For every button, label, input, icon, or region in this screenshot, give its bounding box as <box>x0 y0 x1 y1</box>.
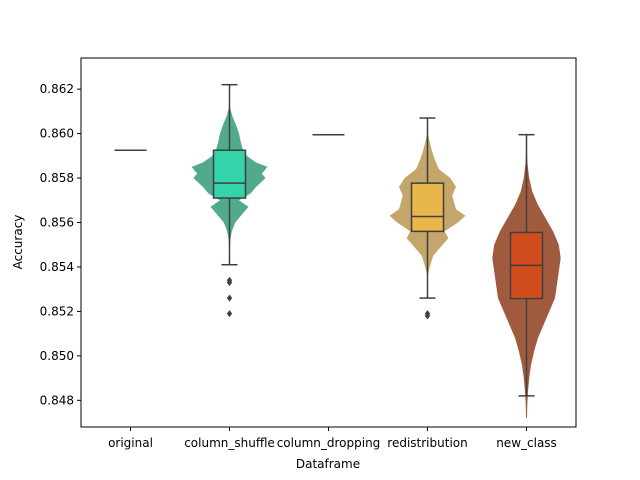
x-tick-label: original <box>108 436 153 450</box>
y-axis: 0.848 0.850 0.852 0.854 0.856 0.858 0.860 0.862 <box>40 82 81 407</box>
series-column_shuffle <box>191 83 268 318</box>
plot-area <box>114 83 561 419</box>
y-tick-label: 0.850 <box>40 349 74 363</box>
iqr-box <box>410 182 445 233</box>
y-tick-label: 0.858 <box>40 171 74 185</box>
x-tick-label: redistribution <box>387 436 467 450</box>
iqr-box <box>212 149 247 199</box>
outlier-point <box>226 294 233 302</box>
y-axis-title: Accuracy <box>11 215 25 270</box>
series-new_class <box>492 133 561 419</box>
x-axis: original column_shuffle column_dropping red… <box>108 427 557 450</box>
outlier-point <box>226 310 233 318</box>
y-tick-label: 0.856 <box>40 215 74 229</box>
outlier-point <box>424 312 431 320</box>
x-tick-label: column_shuffle <box>184 436 275 450</box>
series-redistribution <box>389 117 466 320</box>
y-tick-label: 0.852 <box>40 304 74 318</box>
outlier-point <box>226 278 233 287</box>
x-tick-label: new_class <box>496 436 557 450</box>
y-tick-label: 0.854 <box>40 260 74 274</box>
y-tick-label: 0.848 <box>40 393 74 407</box>
y-tick-label: 0.862 <box>40 82 74 96</box>
x-tick-label: column_dropping <box>277 436 381 450</box>
x-axis-title: Dataframe <box>296 457 360 471</box>
y-tick-label: 0.860 <box>40 127 74 141</box>
